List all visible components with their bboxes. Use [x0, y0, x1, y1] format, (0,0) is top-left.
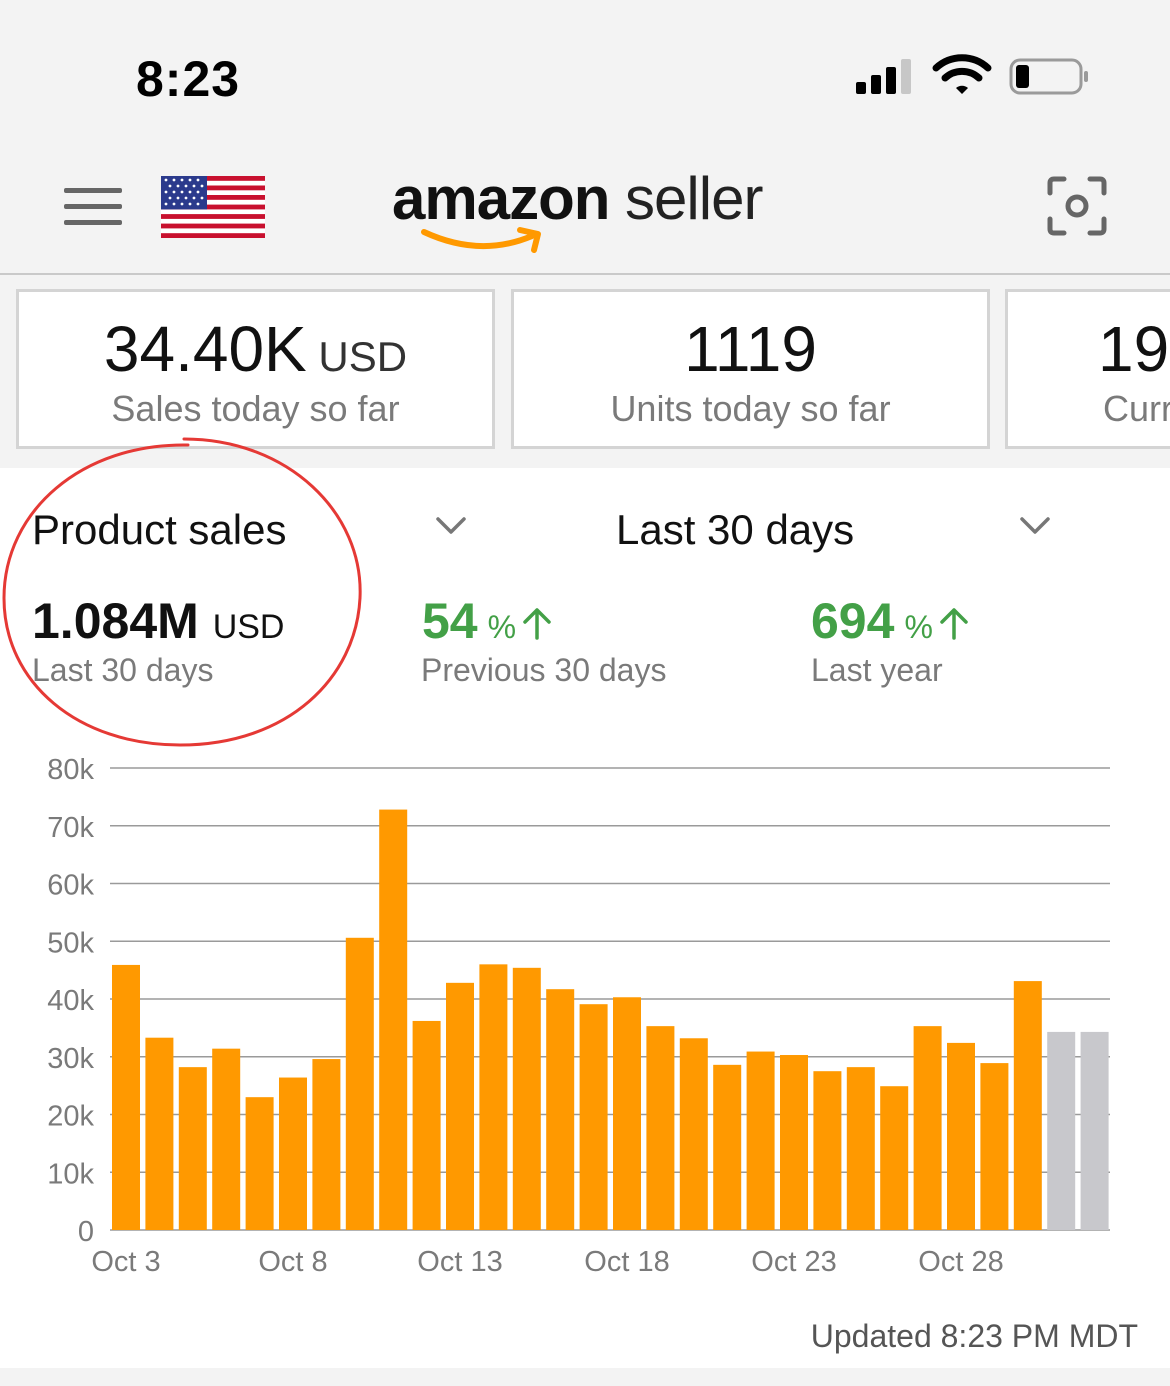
- chart-bar: [479, 964, 508, 1230]
- total-sales-value: 1.084M USD: [32, 592, 284, 650]
- arrow-up-icon: [940, 608, 968, 640]
- status-time: 8:23: [136, 51, 241, 107]
- chart-bar: [780, 1055, 808, 1230]
- tile-label: Sales today so far: [111, 388, 400, 429]
- chart-bar: [245, 1097, 274, 1230]
- y-tick-label: 10k: [47, 1158, 94, 1190]
- change-unit: %: [487, 609, 517, 645]
- x-tick-label: Oct 3: [91, 1246, 160, 1278]
- chart-bar: [947, 1042, 975, 1230]
- camera-scan-icon[interactable]: [1047, 176, 1107, 241]
- y-tick-label: 60k: [47, 870, 94, 902]
- chart-bar: [613, 997, 641, 1230]
- metric-dropdown[interactable]: Product sales: [32, 506, 287, 553]
- x-tick-label: Oct 28: [918, 1246, 1003, 1278]
- status-icons: [850, 54, 1095, 103]
- logo-bold-text: amazon: [392, 165, 610, 232]
- cellular-signal-icon: [856, 59, 911, 94]
- x-tick-label: Oct 8: [258, 1246, 327, 1278]
- chart-bar: [679, 1038, 708, 1230]
- bottom-divider: [0, 1368, 1170, 1386]
- chevron-down-icon[interactable]: [435, 516, 467, 536]
- tile-unit: USD: [306, 333, 408, 380]
- chart-bar: [212, 1048, 241, 1230]
- chart-bar: [746, 1051, 775, 1230]
- us-flag-icon[interactable]: [161, 176, 265, 243]
- units-today-tile[interactable]: 1119 Units today so far: [511, 289, 990, 449]
- chart-bar: [880, 1086, 909, 1230]
- last-year-label: Last year: [811, 652, 943, 688]
- x-tick-label: Oct 13: [417, 1246, 502, 1278]
- change-value: 54: [422, 593, 478, 649]
- chevron-down-icon[interactable]: [1019, 516, 1051, 536]
- x-tick-label: Oct 23: [751, 1246, 836, 1278]
- chart-bar: [145, 1037, 174, 1230]
- y-tick-label: 50k: [47, 927, 94, 959]
- chart-bar-pending: [1080, 1031, 1109, 1230]
- sales-today-tile[interactable]: 34.40K USD Sales today so far: [16, 289, 495, 449]
- y-tick-label: 30k: [47, 1043, 94, 1075]
- sales-bar-chart: 0 10k 20k 30k 40k 50k 60k 70k 80k Oct 3 Oct 8 Oct 1…: [47, 754, 1110, 1278]
- updated-timestamp: Updated 8:23 PM MDT: [810, 1318, 1138, 1354]
- total-sales-label: Last 30 days: [32, 652, 214, 688]
- current-tile[interactable]: 194 Current: [1005, 289, 1170, 449]
- arrow-up-icon: [523, 608, 551, 640]
- logo-light-text: seller: [609, 165, 763, 232]
- chart-bar: [312, 1059, 341, 1230]
- last-year-change: 694%: [811, 592, 969, 650]
- app-header: amazon seller: [0, 140, 1170, 275]
- chart-bar: [980, 1063, 1009, 1230]
- previous-period-change: 54%: [422, 592, 552, 650]
- range-dropdown[interactable]: Last 30 days: [616, 506, 855, 553]
- chart-bar: [579, 1004, 608, 1230]
- chart-bar: [846, 1067, 875, 1230]
- tile-label: Current: [1103, 388, 1170, 429]
- y-tick-label: 70k: [47, 812, 94, 844]
- tile-value: 34.40K: [103, 313, 307, 385]
- total-number: 1.084M: [32, 593, 199, 649]
- chart-bar: [412, 1020, 441, 1230]
- chart-bar: [913, 1026, 942, 1230]
- chart-bar: [379, 809, 408, 1230]
- chart-bar: [279, 1077, 307, 1230]
- change-unit: %: [904, 609, 933, 645]
- battery-icon: [1009, 58, 1088, 95]
- metric-tiles: 34.40K USD Sales today so far 1119 Units…: [0, 275, 1170, 468]
- tile-label: Units today so far: [610, 388, 891, 429]
- x-tick-label: Oct 18: [584, 1246, 669, 1278]
- chart-bar: [813, 1071, 842, 1230]
- hamburger-menu-icon[interactable]: [64, 185, 122, 229]
- y-tick-label: 40k: [47, 985, 94, 1017]
- tile-value: 194: [1098, 313, 1170, 385]
- chart-bar: [646, 1026, 675, 1230]
- wifi-icon: [932, 54, 992, 94]
- chart-bar-pending: [1047, 1031, 1076, 1230]
- chart-bar: [446, 982, 474, 1230]
- y-tick-label: 20k: [47, 1101, 94, 1133]
- y-tick-label: 80k: [47, 754, 94, 786]
- chart-bar: [713, 1064, 742, 1230]
- tile-value: 1119: [684, 313, 817, 385]
- chart-bar: [345, 937, 374, 1230]
- chart-bar: [546, 989, 575, 1230]
- amazon-smile-icon: [421, 227, 541, 253]
- status-bar: 8:23: [0, 0, 1170, 140]
- chart-bar: [112, 964, 140, 1230]
- chart-bar: [512, 967, 541, 1230]
- y-tick-label: 0: [78, 1216, 94, 1248]
- previous-period-label: Previous 30 days: [421, 652, 667, 688]
- total-unit: USD: [212, 608, 285, 646]
- amazon-seller-logo: amazon seller: [392, 164, 792, 254]
- chart-bar: [1013, 981, 1042, 1230]
- chart-bar: [178, 1067, 207, 1230]
- change-value: 694: [811, 593, 895, 649]
